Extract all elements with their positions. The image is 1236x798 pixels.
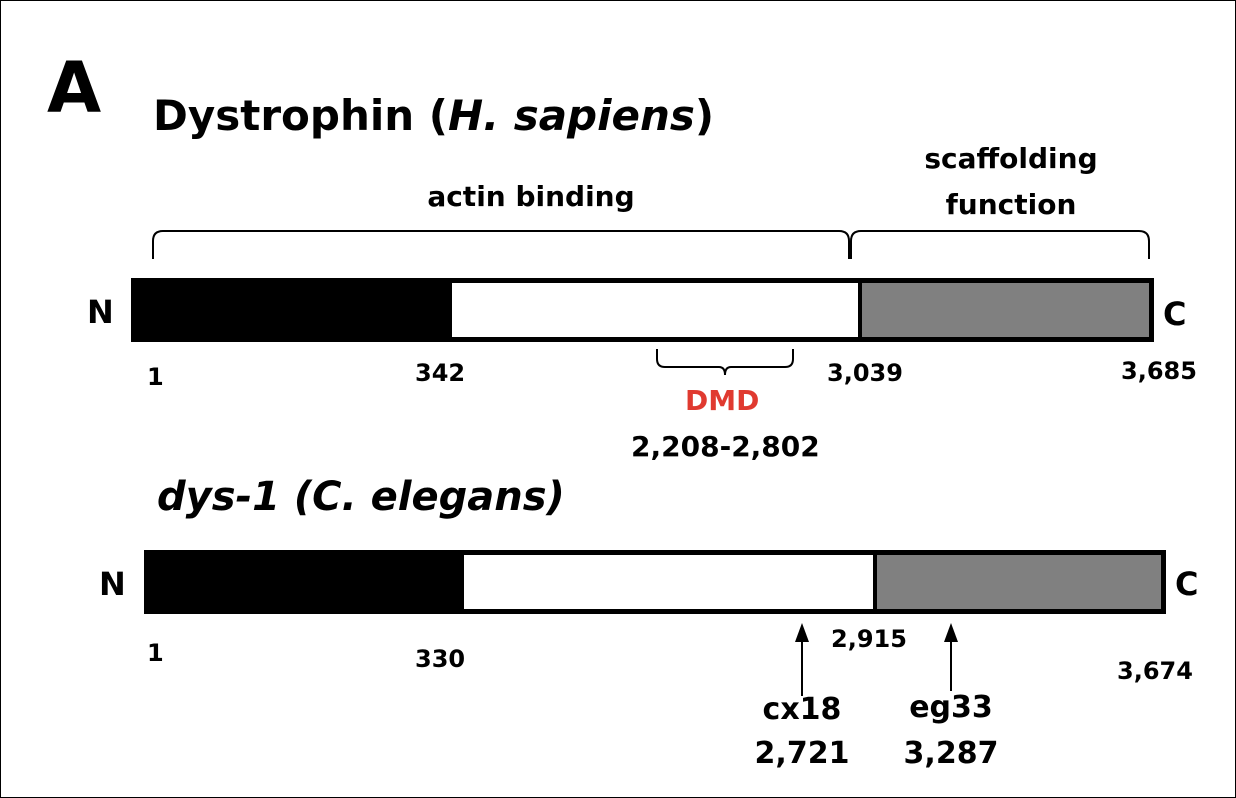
dystrophin-n-terminal-domain xyxy=(136,283,448,337)
dmd-label: DMD xyxy=(685,384,760,417)
dystrophin-pos-342: 342 xyxy=(415,359,466,387)
dys1-rod-domain xyxy=(460,555,873,609)
dystrophin-title: Dystrophin (H. sapiens) xyxy=(153,95,714,137)
dystrophin-pos-3039: 3,039 xyxy=(827,359,903,387)
actin-binding-bracket xyxy=(152,230,850,259)
dystrophin-title-close: ) xyxy=(694,91,715,140)
dys1-c-terminus: C xyxy=(1175,565,1199,603)
dys1-pos-2915: 2,915 xyxy=(831,625,907,653)
dys1-pos-start: 1 xyxy=(147,639,164,667)
actin-binding-label: actin binding xyxy=(427,180,635,213)
scaffolding-bracket xyxy=(850,230,1150,259)
dystrophin-title-species: H. sapiens xyxy=(447,91,695,140)
cx18-allele-name: cx18 xyxy=(762,692,842,727)
dystrophin-pos-start: 1 xyxy=(147,363,164,391)
dystrophin-pos-end: 3,685 xyxy=(1121,357,1197,385)
dystrophin-rod-domain xyxy=(448,283,858,337)
scaffolding-label-line1: scaffolding xyxy=(924,142,1098,175)
dystrophin-title-main: Dystrophin ( xyxy=(153,91,448,140)
eg33-allele-name: eg33 xyxy=(909,690,993,725)
dys1-title: dys-1 (C. elegans) xyxy=(157,474,565,520)
dystrophin-c-terminal-domain xyxy=(858,283,1149,337)
cx18-arrow-head xyxy=(795,623,809,642)
dys1-n-terminus: N xyxy=(99,565,126,603)
panel-label: A xyxy=(47,47,102,129)
cx18-allele-position: 2,721 xyxy=(754,736,850,771)
dys1-pos-end: 3,674 xyxy=(1117,657,1193,685)
dmd-bracket xyxy=(656,349,794,376)
dmd-range: 2,208-2,802 xyxy=(631,430,820,463)
dys1-pos-330: 330 xyxy=(415,645,466,673)
scaffolding-label-line2: function xyxy=(945,188,1077,221)
dystrophin-domain-bar xyxy=(131,278,1154,342)
eg33-allele-position: 3,287 xyxy=(903,736,999,771)
dys1-c-terminal-domain xyxy=(873,555,1161,609)
dys1-n-terminal-domain xyxy=(149,555,460,609)
dystrophin-c-terminus: C xyxy=(1163,295,1187,333)
dys1-domain-bar xyxy=(144,550,1166,614)
eg33-arrow-head xyxy=(944,623,958,642)
dystrophin-n-terminus: N xyxy=(87,293,114,331)
